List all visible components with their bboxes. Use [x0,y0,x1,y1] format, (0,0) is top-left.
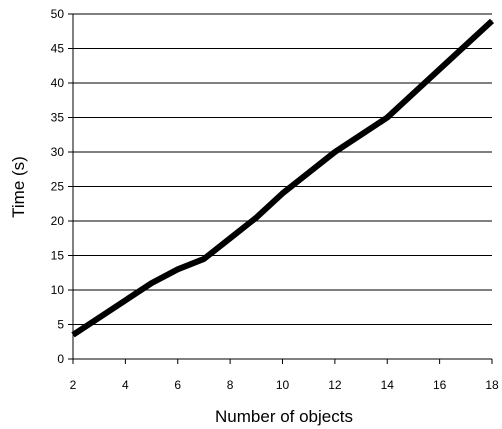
x-tick-label: 16 [433,378,447,392]
y-tick-label: 15 [51,249,65,263]
x-axis-ticks: 2 4 6 8 10 12 14 16 18 [70,359,499,392]
data-point [73,334,74,335]
x-tick-label: 2 [70,378,77,392]
y-tick-label: 40 [51,76,65,90]
data-point [230,238,231,239]
y-tick-label: 35 [51,111,65,125]
data-point [308,172,309,173]
data-point [387,117,388,118]
data-point [439,69,440,70]
y-tick-label: 10 [51,283,65,297]
x-axis-title: Number of objects [215,407,353,426]
y-tick-label: 20 [51,214,65,228]
data-point [125,300,126,301]
data-point [99,317,100,318]
x-tick-label: 12 [328,378,342,392]
x-tick-label: 8 [227,378,234,392]
y-tick-label: 45 [51,42,65,56]
series-line [73,21,492,335]
x-tick-label: 14 [381,378,395,392]
grid-lines [73,14,492,325]
y-axis-ticks: 0 5 10 15 20 25 30 35 40 45 50 [51,7,73,366]
y-tick-label: 30 [51,145,65,159]
data-point [361,134,362,135]
data-point [282,193,283,194]
x-tick-label: 6 [174,378,181,392]
data-point [177,269,178,270]
x-tick-label: 4 [122,378,129,392]
y-tick-label: 25 [51,180,65,194]
data-point [334,152,335,153]
data-point [203,258,204,259]
data-point [413,93,414,94]
y-axis-title: Time (s) [9,156,28,218]
x-tick-label: 18 [485,378,499,392]
data-point [151,283,152,284]
y-tick-label: 50 [51,7,65,21]
y-tick-label: 5 [57,318,64,332]
x-tick-label: 10 [276,378,290,392]
data-point [256,217,257,218]
data-point [492,20,493,21]
series-layer [73,20,493,335]
y-tick-label: 0 [57,352,64,366]
data-point [465,45,466,46]
